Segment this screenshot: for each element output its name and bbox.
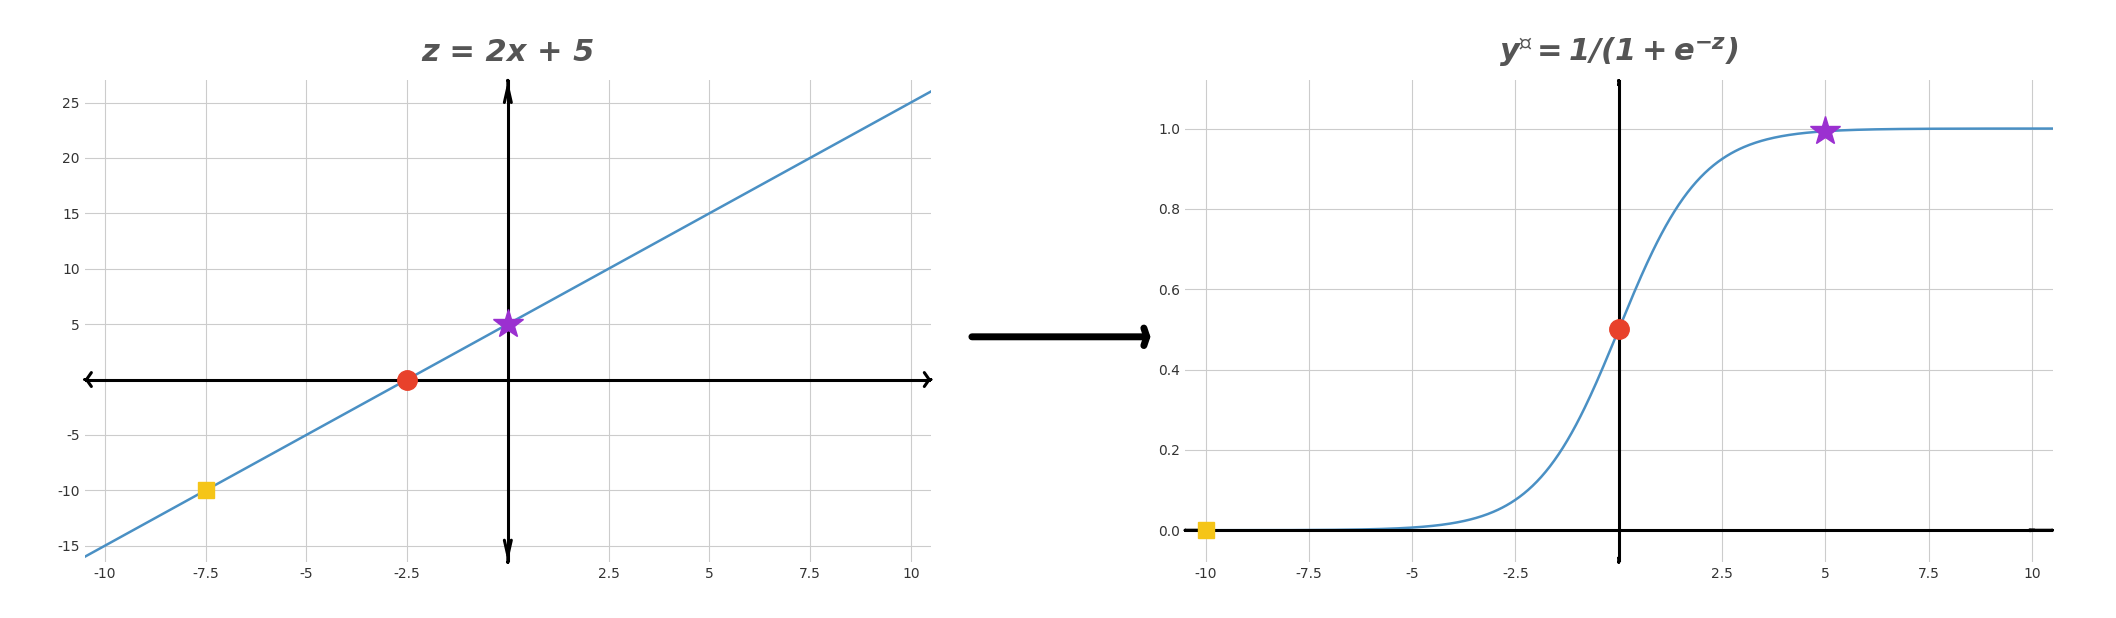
Title: z = 2x + 5: z = 2x + 5 — [421, 38, 595, 67]
Title: $\bfit{y' = 1 / (1 + e^{-z})}$: $\bfit{y' = 1 / (1 + e^{-z})}$ — [1498, 35, 1739, 69]
